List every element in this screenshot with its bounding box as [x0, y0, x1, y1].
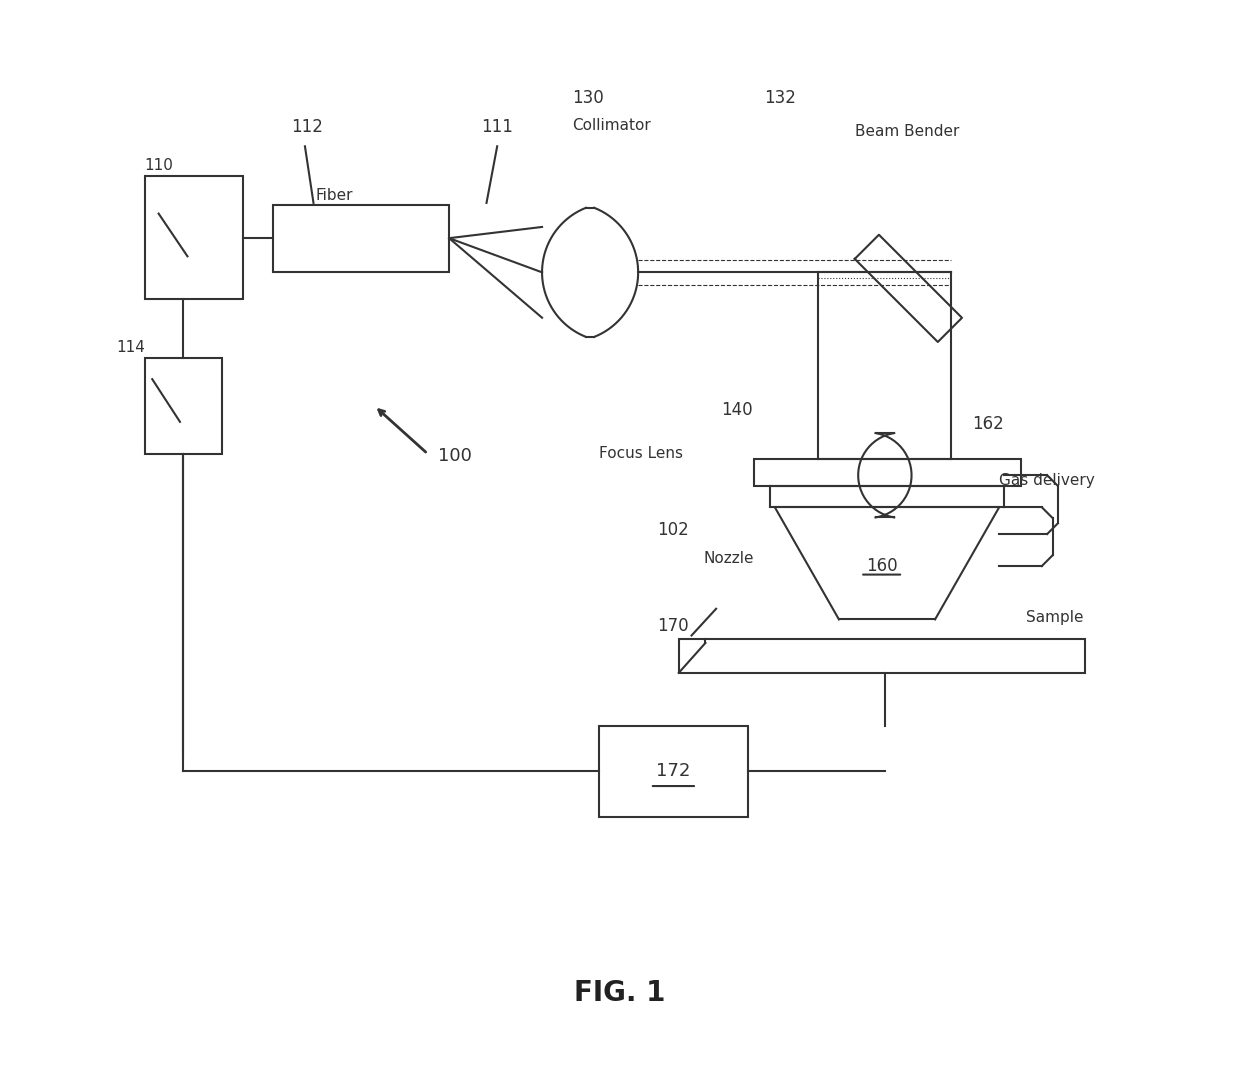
Text: Nozzle: Nozzle — [703, 551, 754, 566]
Text: 170: 170 — [657, 617, 689, 635]
Text: Fiber: Fiber — [316, 188, 353, 203]
Text: 140: 140 — [722, 400, 753, 419]
Text: 132: 132 — [764, 89, 796, 107]
Bar — [145, 358, 222, 454]
Text: 114: 114 — [115, 340, 145, 355]
Text: 162: 162 — [972, 414, 1004, 433]
Bar — [599, 726, 748, 817]
Text: 160: 160 — [866, 557, 898, 575]
Bar — [754, 459, 1021, 486]
Text: 100: 100 — [439, 446, 472, 465]
Text: Beam Bender: Beam Bender — [854, 124, 960, 139]
Bar — [678, 639, 1085, 673]
Text: Focus Lens: Focus Lens — [599, 446, 683, 461]
Text: 112: 112 — [291, 117, 322, 136]
Text: 130: 130 — [572, 89, 604, 107]
Text: Gas delivery: Gas delivery — [999, 473, 1095, 488]
Text: 111: 111 — [481, 117, 513, 136]
Bar — [273, 205, 449, 272]
Text: 110: 110 — [145, 158, 174, 173]
Bar — [145, 176, 243, 299]
Text: 172: 172 — [656, 763, 691, 780]
Text: 102: 102 — [657, 521, 689, 539]
Text: Collimator: Collimator — [572, 119, 651, 134]
Text: Sample: Sample — [1025, 610, 1084, 625]
Text: FIG. 1: FIG. 1 — [574, 979, 666, 1007]
